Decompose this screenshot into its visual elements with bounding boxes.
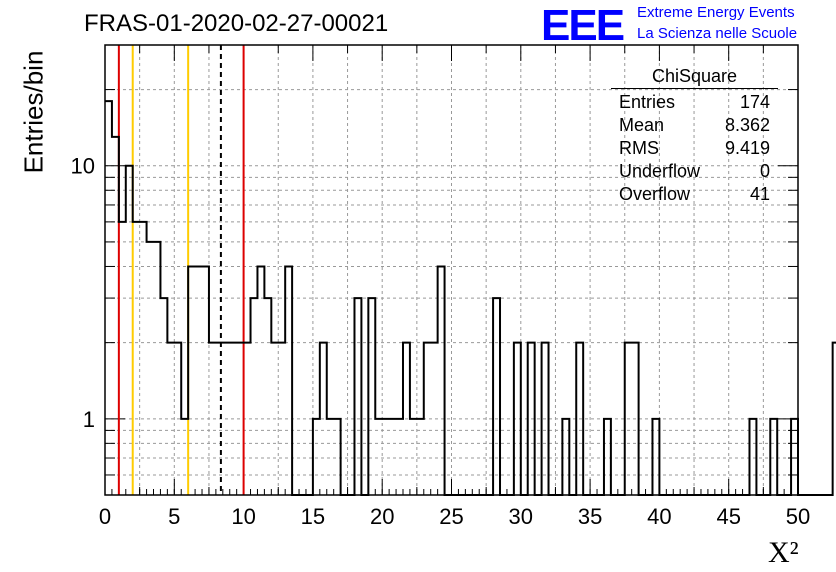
eee-logo-text: EEE — [541, 1, 625, 50]
stats-value: 41 — [749, 184, 770, 204]
x-tick-label: 50 — [786, 504, 810, 529]
y-tick-label: 10 — [71, 154, 95, 179]
stats-value: 0 — [759, 161, 770, 181]
stats-label: Overflow — [619, 184, 691, 204]
x-tick-label: 30 — [509, 504, 533, 529]
stats-row: RMS 9.419 — [611, 137, 778, 160]
x-tick-label: 35 — [578, 504, 602, 529]
x-tick-label: 25 — [439, 504, 463, 529]
stats-row: Underflow 0 — [611, 160, 778, 183]
chart-title: FRAS-01-2020-02-27-00021 — [84, 10, 389, 37]
stats-value: 174 — [739, 92, 770, 112]
stats-label: Entries — [619, 92, 676, 112]
x-tick-label: 5 — [168, 504, 180, 529]
stats-row: Entries 174 — [611, 91, 778, 114]
stats-title: ChiSquare — [611, 66, 778, 89]
stats-value: 8.362 — [724, 115, 770, 135]
reference-lines-layer — [117, 45, 245, 495]
logo-line-2: La Scienza nelle Scuole — [637, 25, 798, 42]
x-tick-label: 10 — [231, 504, 255, 529]
x-axis-label: X² — [768, 536, 799, 569]
x-tick-label: 20 — [370, 504, 394, 529]
stats-value: 9.419 — [724, 138, 770, 158]
x-tick-label: 45 — [716, 504, 740, 529]
x-tick-label: 0 — [99, 504, 111, 529]
y-tick-label: 1 — [83, 407, 95, 432]
x-tick-label: 15 — [301, 504, 325, 529]
logo-line-1: Extreme Energy Events — [637, 4, 795, 21]
stats-label: Mean — [619, 115, 665, 135]
plot-frame — [104, 44, 799, 496]
x-tick-label: 40 — [647, 504, 671, 529]
stats-box: ChiSquare Entries 174 Mean 8.362 RMS 9.4… — [611, 66, 778, 206]
y-axis-label: Entries/bin — [18, 50, 49, 174]
histogram-layer — [105, 100, 836, 496]
histogram-outline — [105, 100, 836, 496]
stats-label: RMS — [619, 138, 659, 158]
stats-row: Mean 8.362 — [611, 114, 778, 137]
tick-labels-layer: 0 5 10 15 20 25 30 35 40 45 50 1 10 — [71, 154, 811, 529]
stats-label: Underflow — [619, 161, 701, 181]
stats-row: Overflow 41 — [611, 183, 778, 206]
